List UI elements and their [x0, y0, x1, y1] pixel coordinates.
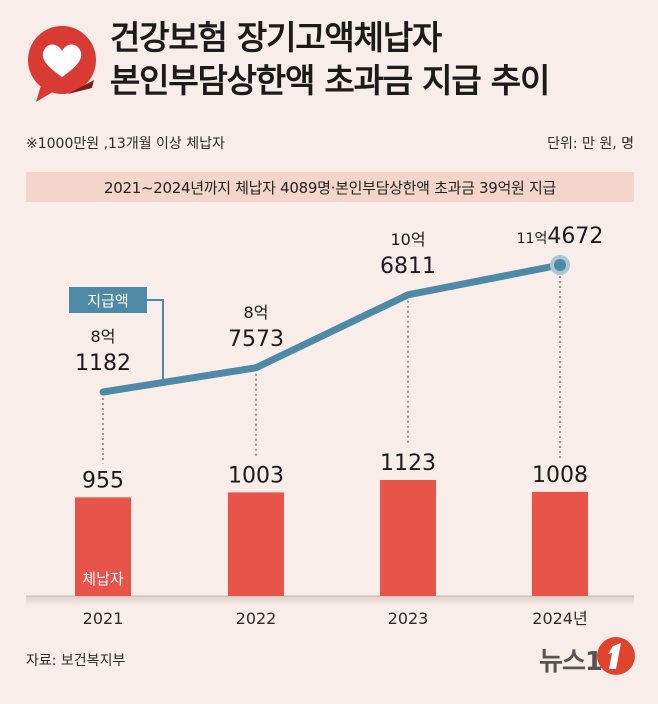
bar-value-label: 1003: [228, 463, 284, 488]
line-legend-connector: [147, 299, 164, 382]
line-value-label-top: 8억: [91, 327, 116, 346]
bar-2023: [380, 480, 436, 596]
guide-lines: [102, 271, 561, 464]
summary-band: 2021~2024년까지 체납자 4089명·본인부담상한액 초과금 39억원 …: [26, 172, 634, 202]
line-end-marker: [554, 259, 566, 271]
line-value-label-bottom: 1182: [75, 351, 131, 376]
bar-value-label: 1008: [532, 463, 588, 488]
line-value-label: 11억4672: [517, 224, 604, 249]
criteria-note: ※1000만원 ,13개월 이상 체납자: [26, 136, 225, 152]
line-value-label-top: 10억: [390, 230, 425, 249]
data-labels: 955 1003 1123 1008 체납자 8억 1182 8억 7573 10억 6811 11억…: [75, 224, 603, 588]
x-tick-label: 2024년: [532, 609, 587, 628]
line-value-label-top: 8억: [244, 303, 269, 322]
line-legend: 지급액: [69, 287, 164, 382]
title-line-2: 본인부담상한액 초과금 지급 추이: [110, 61, 550, 100]
baseline-shadow: [26, 596, 634, 606]
x-axis-labels: 2021 2022 2023 2024년: [83, 609, 588, 628]
line-series: [99, 255, 570, 396]
bar-2021: [75, 497, 131, 596]
line-legend-label: 지급액: [87, 292, 128, 310]
bar-series-label: 체납자: [82, 570, 124, 588]
page-title: 건강보험 장기고액체납자 본인부담상한액 초과금 지급 추이: [110, 16, 550, 102]
x-tick-label: 2021: [83, 609, 124, 628]
x-tick-label: 2022: [236, 609, 277, 628]
bar-2024년: [532, 491, 588, 596]
source-note: 자료: 보건복지부: [26, 653, 126, 669]
bar-series: [75, 480, 588, 596]
unit-label: 단위: 만 원, 명: [547, 136, 634, 152]
bar-2022: [228, 492, 284, 596]
bar-value-label: 955: [82, 468, 124, 493]
line-value-label-bottom: 7573: [228, 327, 284, 352]
payment-line: [99, 261, 564, 396]
brand-name: 뉴스1: [539, 647, 603, 677]
news1-logo-icon: [597, 637, 635, 675]
bar-value-label: 1123: [380, 451, 436, 476]
line-value-label-bottom: 6811: [380, 254, 436, 279]
title-line-1: 건강보험 장기고액체납자: [110, 18, 442, 57]
heart-bubble-icon: [28, 26, 96, 102]
summary-text: 2021~2024년까지 체납자 4089명·본인부담상한액 초과금 39억원 …: [104, 178, 556, 197]
x-tick-label: 2023: [388, 609, 429, 628]
line-legend-badge: [69, 287, 147, 313]
